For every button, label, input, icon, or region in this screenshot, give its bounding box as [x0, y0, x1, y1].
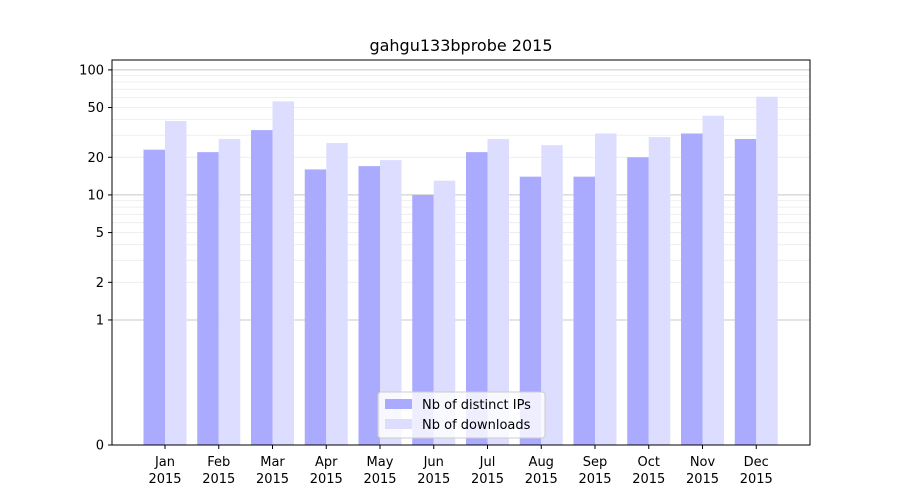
bar-downloads-oct	[648, 137, 671, 445]
plot-frame	[111, 59, 811, 446]
y-tick-label: 20	[87, 151, 104, 166]
bar-downloads-jun	[433, 180, 456, 445]
bar-downloads-jul	[487, 139, 509, 445]
bar-downloads-feb	[218, 139, 241, 445]
bar-distinct-ips-nov	[681, 133, 703, 445]
legend: Nb of distinct IPs Nb of downloads	[377, 391, 546, 439]
y-axis: 0 1 2 5 10 20 50 100	[79, 63, 112, 454]
x-tick-label-year: 2015	[525, 472, 558, 487]
y-tick-label: 0	[96, 439, 104, 454]
x-tick-label-year: 2015	[363, 472, 396, 487]
legend-swatch	[385, 399, 412, 409]
x-tick-label-month: Oct	[638, 455, 660, 470]
x-tick-label-month: Jul	[479, 455, 496, 470]
legend-box	[377, 391, 546, 439]
x-tick-label-year: 2015	[202, 472, 235, 487]
bar-downloads-may	[380, 160, 402, 445]
bar-distinct-ips-may	[358, 166, 380, 445]
x-tick-label-year: 2015	[148, 472, 181, 487]
legend-label: Nb of distinct IPs	[422, 398, 531, 413]
x-tick-label-month: Jun	[423, 455, 444, 470]
bar-downloads-aug	[541, 145, 563, 445]
x-tick-label-month: Dec	[744, 455, 769, 470]
x-tick-label-year: 2015	[256, 472, 289, 487]
x-tick-label-year: 2015	[471, 472, 504, 487]
x-tick-label-month: Sep	[583, 455, 608, 470]
bar-distinct-ips-feb	[197, 152, 219, 445]
bar-distinct-ips-dec	[734, 139, 757, 445]
x-tick-label-year: 2015	[686, 472, 719, 487]
bar-downloads-dec	[756, 96, 778, 445]
bar-downloads-nov	[702, 115, 724, 445]
bar-distinct-ips-jun	[412, 194, 434, 445]
bar-downloads-apr	[326, 143, 348, 445]
bar-downloads-sep	[595, 133, 617, 445]
bar-downloads-jan	[165, 121, 187, 446]
x-tick-label-month: Nov	[690, 455, 716, 470]
y-tick-label: 5	[96, 226, 104, 241]
x-tick-label-year: 2015	[417, 472, 450, 487]
bar-distinct-ips-sep	[573, 176, 595, 445]
x-tick-label-month: Jan	[154, 455, 175, 470]
x-tick-label-month: Apr	[315, 455, 338, 470]
x-tick-label-month: Aug	[529, 455, 554, 470]
bar-distinct-ips-aug	[519, 176, 542, 445]
y-tick-label: 1	[96, 313, 104, 328]
bars-layer	[143, 96, 778, 446]
bar-distinct-ips-jan	[143, 149, 165, 446]
bar-distinct-ips-mar	[251, 130, 273, 445]
bar-downloads-mar	[272, 101, 294, 445]
y-tick-label: 2	[96, 276, 104, 291]
x-axis: Jan 2015 Feb 2015 Mar 2015 Apr 2015 May 2015 Jun 20…	[148, 445, 773, 487]
x-tick-label-year: 2015	[578, 472, 611, 487]
y-tick-label: 10	[87, 188, 104, 203]
chart-title: gahgu133bprobe 2015	[369, 36, 552, 55]
x-tick-label-month: Mar	[260, 455, 285, 470]
bar-distinct-ips-apr	[304, 169, 327, 445]
x-tick-label-month: Feb	[207, 455, 230, 470]
x-tick-label-year: 2015	[632, 472, 665, 487]
bar-distinct-ips-jul	[466, 152, 488, 445]
legend-swatch	[385, 419, 412, 429]
x-tick-label-year: 2015	[740, 472, 773, 487]
y-tick-label: 50	[87, 101, 104, 116]
bar-distinct-ips-oct	[627, 157, 649, 445]
x-tick-label-month: May	[367, 455, 394, 470]
x-tick-label-year: 2015	[310, 472, 343, 487]
y-tick-label: 100	[79, 63, 104, 78]
legend-label: Nb of downloads	[422, 418, 531, 433]
